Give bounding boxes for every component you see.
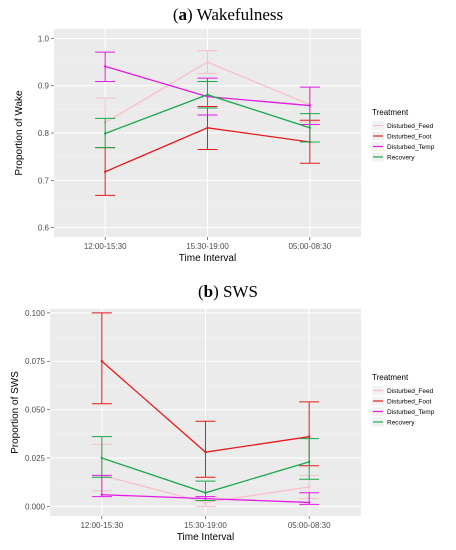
panel-a-data-point <box>103 132 107 135</box>
panel-a-letter: a <box>178 5 188 24</box>
panel-b-data-point <box>204 501 207 504</box>
panel-b-y-axis-label: Proportion of SWS <box>10 371 21 454</box>
panel-b-data-point <box>100 456 104 460</box>
panel-a-y-axis-label: Proportion of Wake <box>14 90 25 176</box>
panel-a-y-tick-label: 0.8 <box>38 129 50 138</box>
panel-b-y-tick-label: 0.075 <box>25 357 46 366</box>
panel-b-x-tick-label: 12:00-15:30 <box>80 521 123 530</box>
panel-a-legend-entry: Disturbed_Feed <box>387 123 434 130</box>
panel-b-y-tick-label: 0.050 <box>25 406 46 415</box>
panel-a-data-point <box>103 170 107 173</box>
panel-b-data-point <box>100 360 104 363</box>
panel-a-x-tick-label: 12:00-15:30 <box>84 242 127 251</box>
panel-b-legend-entry: Disturbed_Foot <box>387 399 432 406</box>
panel-a-x-tick-label: 15:30-19:00 <box>186 242 229 251</box>
panel-b-data-point <box>100 493 104 496</box>
panel-b-letter: b <box>203 282 214 301</box>
panel-b-x-tick-label: 15:30-19:00 <box>184 521 227 530</box>
panel-b-y-tick-label: 0.000 <box>25 502 46 511</box>
panel-b-data-point <box>307 485 311 489</box>
panel-a-data-point <box>206 126 209 129</box>
panel-b-series-recovery <box>91 436 320 502</box>
panel-a-data-point <box>103 65 107 68</box>
panel-b-x-tick-label: 05:00-08:30 <box>288 521 331 530</box>
panel-a-title: (a) Wakefulness <box>172 5 284 24</box>
panel-b-data-point <box>307 435 311 438</box>
panel-b-y-tick-label: 0.100 <box>25 309 46 318</box>
panel-b-legend-entry: Disturbed_Temp <box>387 409 435 416</box>
panel-a-data-point <box>206 93 209 96</box>
panel-b-data-point <box>307 501 311 504</box>
panel-a-legend-entry: Disturbed_Temp <box>387 144 435 151</box>
panel-a-title-text: Wakefulness <box>192 5 284 24</box>
panel-a-y-tick-label: 0.9 <box>38 82 50 91</box>
panel-b-legend-entry: Recovery <box>387 420 415 427</box>
panel-a-y-tick-label: 0.6 <box>38 224 50 233</box>
panel-b-legend-entry: Disturbed_Feed <box>387 388 434 395</box>
panel-a-legend-title: Treatment <box>372 108 409 117</box>
panel-b-data-point <box>307 460 311 464</box>
wakefulness-chart: 0.6 0.7 0.8 0.9 1.0 12:00-15:30 15:30-19:00 05:… <box>14 29 435 264</box>
panel-a-data-point <box>206 60 209 64</box>
panel-a-series-recovery <box>95 80 320 149</box>
panel-b-title: (b) SWS <box>197 282 259 301</box>
panel-a-legend-entry: Recovery <box>387 155 415 162</box>
panel-b-data-point <box>204 491 207 494</box>
panel-a-data-point <box>308 104 312 107</box>
panel-a-x-tick-label: 05:00-08:30 <box>288 242 331 251</box>
panel-b-title-text: SWS <box>218 282 259 301</box>
panel-a-y-tick-label: 1.0 <box>38 34 50 43</box>
panel-a-y-tick-label: 0.7 <box>38 176 50 185</box>
panel-b-y-tick-label: 0.025 <box>25 454 46 463</box>
panel-a-data-point <box>308 126 312 129</box>
panel-b-legend-title: Treatment <box>372 373 409 382</box>
panel-a-x-axis-label: Time Interval <box>179 253 236 264</box>
panel-a-legend-entry: Disturbed_Foot <box>387 134 432 141</box>
panel-b-data-point <box>204 450 207 454</box>
panel-b-x-axis-label: Time Interval <box>177 532 234 543</box>
